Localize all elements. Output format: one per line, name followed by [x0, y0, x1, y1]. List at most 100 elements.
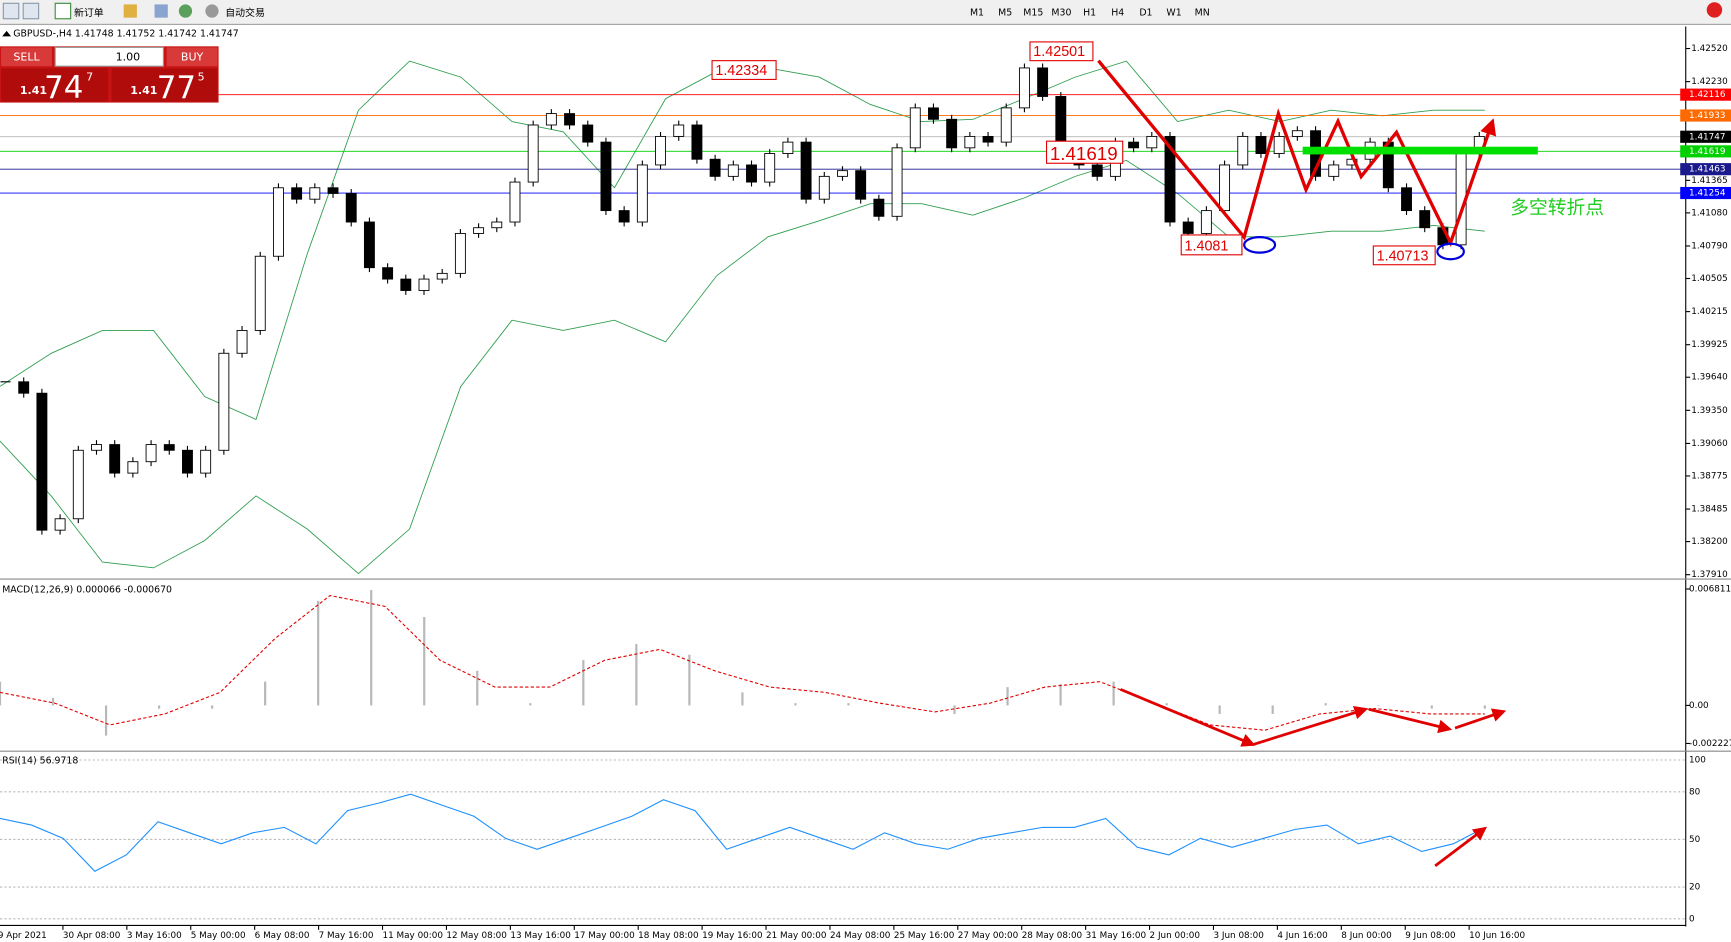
candle: [145, 444, 157, 463]
x-tick-label: 24 May 08:00: [830, 931, 891, 941]
timeframe[interactable]: W1: [1166, 8, 1181, 19]
candle: [272, 187, 284, 257]
candle: [946, 118, 958, 149]
lots[interactable]: 1.00: [116, 50, 141, 63]
macd-bar: [900, 705, 903, 706]
price-tag-label: 1.41747: [1689, 132, 1725, 142]
icon[interactable]: [205, 4, 219, 18]
sell-label[interactable]: SELL: [13, 50, 40, 63]
x-tick-label: 7 May 16:00: [319, 931, 374, 941]
candle: [200, 449, 212, 474]
auto-trading[interactable]: 自动交易: [225, 6, 265, 19]
candle: [837, 170, 848, 177]
price-tag-label: 1.42116: [1689, 90, 1726, 100]
buy-button[interactable]: [166, 47, 218, 67]
icon: [2, 30, 12, 37]
chart-title: GBPUSD-,H4 1.41748 1.41752 1.41742 1.417…: [13, 29, 239, 40]
candle: [746, 164, 757, 183]
x-tick-label: 13 May 16:00: [510, 931, 571, 941]
timeframe[interactable]: M5: [998, 8, 1012, 19]
candle: [400, 278, 412, 291]
x-tick-label: 17 May 00:00: [574, 931, 635, 941]
x-tick-label: 27 May 00:00: [958, 931, 1019, 941]
x-tick-label: 6 May 08:00: [255, 931, 310, 941]
y-tick-label: 80: [1689, 787, 1701, 797]
timeframe[interactable]: H1: [1083, 8, 1096, 19]
candle: [1037, 67, 1049, 97]
lots-input[interactable]: [54, 46, 164, 67]
price-tag: [1680, 130, 1731, 143]
rsi-label: RSI(14) 56.9718: [2, 756, 78, 767]
timeframe[interactable]: M1: [970, 8, 984, 19]
y-tick-label: 1.38200: [1691, 537, 1728, 547]
buy-label[interactable]: BUY: [181, 50, 204, 63]
timeframe[interactable]: H4: [1111, 8, 1124, 19]
candle: [873, 198, 885, 217]
candle: [564, 113, 576, 126]
new-order[interactable]: 新订单: [74, 6, 104, 19]
macd-bar: [51, 697, 55, 706]
macd-bar: [104, 705, 108, 736]
notification[interactable]: [1706, 2, 1723, 18]
sell-button[interactable]: [1, 47, 52, 67]
macd-bar: [582, 660, 585, 706]
macd-bar: [317, 600, 320, 706]
x-tick-label: 11 May 00:00: [383, 931, 444, 941]
candle: [1182, 221, 1194, 234]
y-tick-label: 1.39060: [1691, 439, 1728, 449]
candle: [1419, 210, 1431, 229]
candle: [1328, 164, 1340, 177]
macd-bar: [1377, 705, 1380, 706]
candle: [363, 221, 375, 269]
candle: [818, 175, 830, 200]
x-tick-label: 3 May 16:00: [127, 931, 182, 941]
circle-mark: [1436, 242, 1465, 261]
y-tick-label: 1.40505: [1691, 274, 1727, 284]
x-tick-label: 29 Apr 2021: [0, 931, 47, 941]
candle: [964, 135, 976, 149]
sell-price-box[interactable]: [1, 68, 109, 102]
y-tick-label: 1.41365: [1691, 176, 1727, 186]
timeframe[interactable]: M30: [1051, 8, 1071, 19]
y-tick-label: 100: [1689, 755, 1706, 765]
buy-price-box[interactable]: [111, 68, 218, 102]
x-tick-label: 3 Jun 08:00: [1213, 931, 1264, 941]
annotation-box: [1372, 245, 1436, 266]
annotation: 1.42334: [715, 63, 767, 79]
x-tick-label: 19 May 16:00: [702, 931, 763, 941]
icon[interactable]: [123, 4, 137, 18]
toolbar: 新订单 自动交易 M1 M5 M15 M30 H1 H4 D1 W1 MN: [0, 0, 1731, 24]
candle: [254, 255, 266, 331]
macd-bar: [688, 654, 691, 706]
timeframe[interactable]: D1: [1139, 8, 1152, 19]
x-tick-label: 9 Jun 08:00: [1405, 931, 1456, 941]
y-tick-label: 1.42230: [1691, 77, 1728, 87]
price-tag: [1680, 163, 1731, 176]
icon[interactable]: [54, 2, 72, 20]
macd-bar: [370, 590, 373, 706]
candle: [1146, 135, 1158, 149]
timeframe[interactable]: M15: [1023, 8, 1043, 19]
y-tick-label: 1.40215: [1691, 307, 1727, 317]
icon[interactable]: [2, 2, 20, 20]
macd-bar: [635, 643, 638, 706]
icon[interactable]: [178, 4, 193, 18]
y-tick-label: 1.40790: [1691, 241, 1728, 251]
macd-label: MACD(12,26,9) 0.000066 -0.000670: [2, 585, 172, 596]
price-tag-label: 1.41619: [1689, 147, 1725, 157]
candle: [655, 135, 666, 166]
rsi-panel: 100 80 50 20 0: [0, 755, 1706, 924]
trade-panel: SELL 1.00 BUY 1.41 74 7 1.41 77 5: [0, 46, 219, 106]
candle: [709, 158, 721, 177]
macd-bar: [264, 681, 267, 706]
candle: [291, 187, 303, 200]
icon[interactable]: [22, 2, 40, 20]
macd-bar: [953, 705, 956, 714]
candle: [309, 187, 321, 200]
icon[interactable]: [154, 4, 168, 18]
candle: [345, 193, 357, 223]
price-tag-label: 1.41463: [1689, 165, 1725, 175]
candle: [54, 518, 66, 531]
timeframe[interactable]: MN: [1195, 8, 1210, 19]
price-tag: [1680, 88, 1731, 101]
